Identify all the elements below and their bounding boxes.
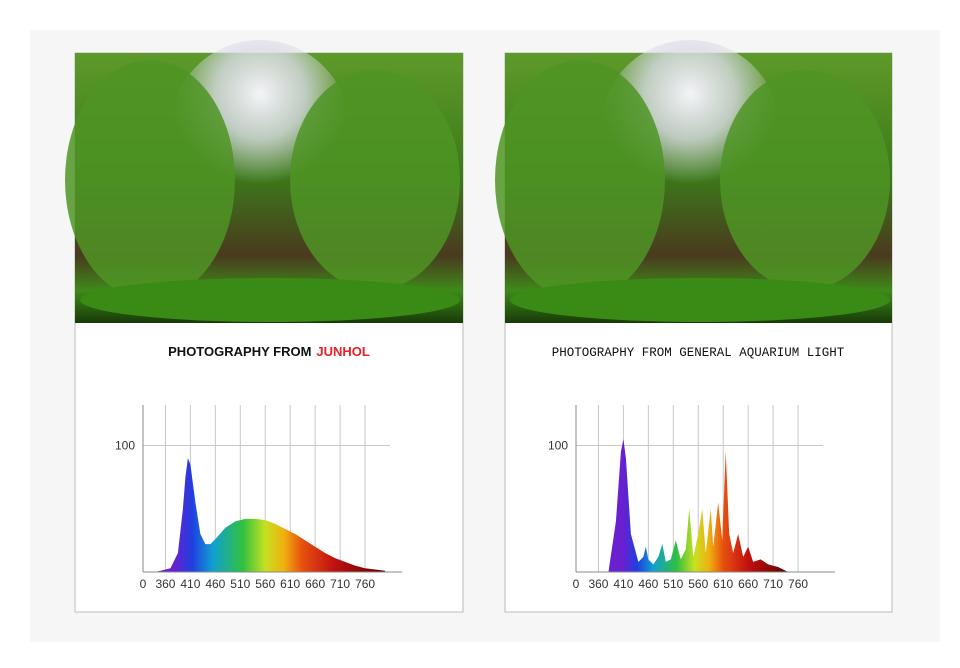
y-tick-label: 0 xyxy=(140,577,147,591)
x-tick-label: 660 xyxy=(305,577,325,591)
x-tick-label: 410 xyxy=(613,577,633,591)
panel xyxy=(65,40,464,613)
x-tick-label: 560 xyxy=(688,577,708,591)
chart-title: PHOTOGRAPHY FROM GENERAL AQUARIUM LIGHT xyxy=(552,346,845,360)
panel xyxy=(495,40,893,613)
y-tick-label: 0 xyxy=(573,577,580,591)
x-tick-label: 510 xyxy=(230,577,250,591)
x-tick-label: 760 xyxy=(355,577,375,591)
title-text: PHOTOGRAPHY FROM GENERAL AQUARIUM LIGHT xyxy=(552,346,845,360)
photo-plant xyxy=(65,60,235,300)
chart-title: PHOTOGRAPHY FROM JUNHOL xyxy=(168,344,370,359)
photo-ground xyxy=(80,278,460,322)
x-tick-label: 510 xyxy=(663,577,683,591)
x-tick-label: 460 xyxy=(205,577,225,591)
photo-ground xyxy=(510,278,890,322)
y-tick-label: 100 xyxy=(548,438,568,452)
x-tick-label: 410 xyxy=(180,577,200,591)
y-tick-label: 100 xyxy=(115,438,135,452)
x-tick-label: 660 xyxy=(738,577,758,591)
spectrum-area xyxy=(155,458,386,572)
x-tick-label: 610 xyxy=(280,577,300,591)
x-tick-label: 760 xyxy=(788,577,808,591)
photo-plant xyxy=(720,70,890,290)
spectrum-area xyxy=(608,439,789,572)
x-tick-label: 710 xyxy=(763,577,783,591)
x-tick-label: 360 xyxy=(588,577,608,591)
title-text: PHOTOGRAPHY FROM xyxy=(168,344,311,359)
x-tick-label: 460 xyxy=(638,577,658,591)
x-tick-label: 360 xyxy=(155,577,175,591)
x-tick-label: 560 xyxy=(255,577,275,591)
title-highlight: JUNHOL xyxy=(316,344,370,359)
photo-plant xyxy=(495,60,665,300)
x-tick-label: 610 xyxy=(713,577,733,591)
x-tick-label: 710 xyxy=(330,577,350,591)
photo-plant xyxy=(290,70,460,290)
